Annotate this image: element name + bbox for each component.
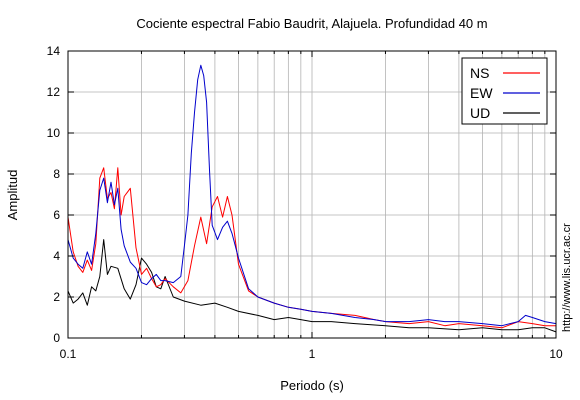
- y-tick-label: 8: [53, 167, 60, 181]
- legend-label-ud: UD: [470, 105, 490, 121]
- legend: NS EW UD: [461, 57, 548, 125]
- y-tick-label: 4: [53, 249, 60, 263]
- y-axis-label: Amplitud: [5, 170, 20, 221]
- y-tick-label: 2: [53, 290, 60, 304]
- y-tick-label: 6: [53, 208, 60, 222]
- legend-label-ns: NS: [470, 65, 489, 81]
- y-tick-label: 14: [47, 44, 61, 58]
- y-tick-label: 10: [47, 126, 61, 140]
- legend-label-ew: EW: [470, 85, 493, 101]
- y-tick-label: 0: [53, 331, 60, 345]
- website-url-text: http://www.lis.ucr.ac.cr: [561, 223, 573, 332]
- series-line-ud: [67, 239, 557, 333]
- axis-ticks: 0 2 4 6 8 10 12 14 0.1 1 10: [47, 44, 563, 361]
- series-line-ew: [67, 64, 557, 327]
- y-tick-label: 12: [47, 85, 61, 99]
- plot-area: [67, 64, 557, 333]
- x-axis-label: Periodo (s): [280, 378, 344, 393]
- x-tick-label: 10: [549, 347, 563, 361]
- x-tick-label: 0.1: [60, 347, 77, 361]
- chart-title: Cociente espectral Fabio Baudrit, Alajue…: [136, 16, 487, 31]
- x-tick-label: 1: [309, 347, 316, 361]
- series-line-ns: [67, 167, 556, 329]
